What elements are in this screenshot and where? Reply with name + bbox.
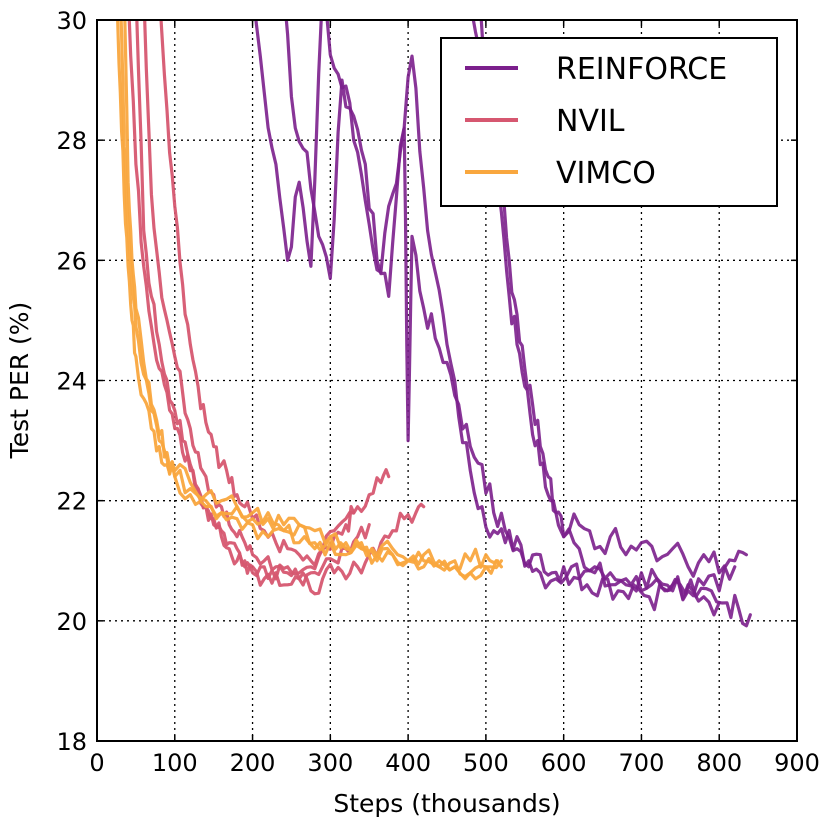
x-tick-label: 900 xyxy=(774,749,820,777)
y-tick-label: 30 xyxy=(56,7,87,35)
x-tick-label: 600 xyxy=(541,749,587,777)
x-axis: 0 100 200 300 400 500 600 700 800 900 xyxy=(89,20,820,777)
legend-label-reinforce: REINFORCE xyxy=(556,52,727,87)
legend: REINFORCE NVIL VIMCO xyxy=(440,37,778,207)
series-line-nvil-run-4 xyxy=(159,20,356,567)
y-tick-label: 24 xyxy=(56,368,87,396)
x-axis-label: Steps (thousands) xyxy=(333,789,560,818)
series-line-nvil-run-1 xyxy=(127,20,391,581)
x-tick-label: 400 xyxy=(385,749,431,777)
x-tick-label: 300 xyxy=(307,749,353,777)
y-tick-label: 28 xyxy=(56,127,87,155)
y-tick-label: 26 xyxy=(56,247,87,275)
series-line-nvil-run-3 xyxy=(143,20,371,587)
series-line-vimco-run-3 xyxy=(123,20,503,581)
legend-label-vimco: VIMCO xyxy=(556,156,656,191)
series-line-vimco-run-2 xyxy=(119,20,503,579)
y-tick-label: 18 xyxy=(56,728,87,756)
x-tick-label: 100 xyxy=(152,749,198,777)
series-line-reinforce-run-4 xyxy=(479,20,721,617)
y-tick-label: 22 xyxy=(56,488,87,516)
x-tick-label: 700 xyxy=(619,749,665,777)
legend-label-nvil: NVIL xyxy=(556,104,625,139)
series-line-nvil-run-2 xyxy=(135,20,426,596)
x-tick-label: 800 xyxy=(696,749,742,777)
y-tick-label: 20 xyxy=(56,608,87,636)
y-axis-label: Test PER (%) xyxy=(5,302,34,460)
x-tick-label: 500 xyxy=(463,749,509,777)
x-tick-label: 200 xyxy=(230,749,276,777)
x-tick-label: 0 xyxy=(89,749,104,777)
y-axis: 18 20 22 24 26 28 30 xyxy=(56,7,797,756)
series-line-reinforce-run-2 xyxy=(284,20,752,628)
series-line-vimco-run-1 xyxy=(116,20,500,572)
